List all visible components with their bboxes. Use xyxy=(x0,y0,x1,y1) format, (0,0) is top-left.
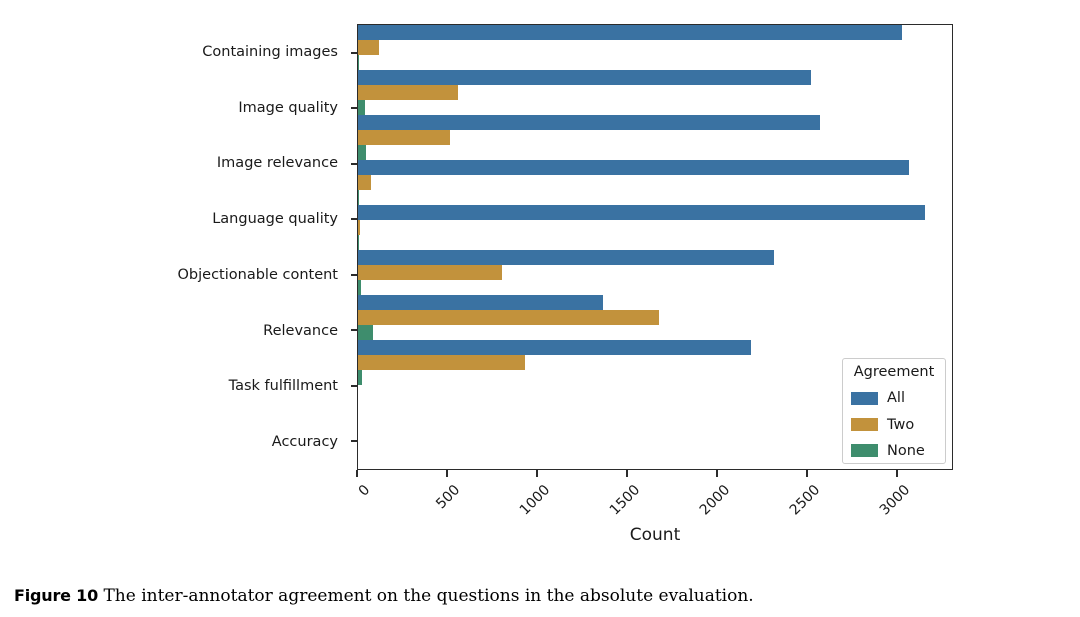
y-tick-mark-objectionable-content xyxy=(351,273,358,276)
y-label-accuracy: Accuracy xyxy=(271,434,338,451)
x-tick-mark-1000 xyxy=(536,470,539,477)
y-tick-mark-accuracy xyxy=(351,440,358,443)
y-label-image-quality: Image quality xyxy=(238,99,338,116)
bar-none-containing-images xyxy=(358,55,359,70)
y-tick-mark-relevance xyxy=(351,329,358,332)
bar-all-task-fulfillment xyxy=(358,295,603,310)
x-tick-label-1500: 1500 xyxy=(606,482,644,519)
bar-all-objectionable-content xyxy=(358,205,926,220)
bar-group-image-quality xyxy=(358,70,952,115)
bar-all-containing-images xyxy=(358,25,902,40)
x-tick-label-3000: 3000 xyxy=(876,482,914,519)
y-label-image-relevance: Image relevance xyxy=(216,155,338,172)
y-tick-mark-image-quality xyxy=(351,107,358,110)
bar-group-image-relevance xyxy=(358,115,952,160)
figure-caption-label: Figure 10 xyxy=(14,586,99,605)
x-tick-label-1000: 1000 xyxy=(516,482,554,519)
bar-two-objectionable-content xyxy=(358,220,360,235)
y-axis-labels: Containing images Image quality Image rele… xyxy=(0,24,347,470)
bar-all-image-relevance xyxy=(358,115,821,130)
x-axis: 0 500 1000 1500 2000 2500 3000 xyxy=(355,470,953,560)
bar-group-accuracy xyxy=(358,340,952,385)
bar-group-language-quality xyxy=(358,160,952,205)
bar-all-relevance xyxy=(358,250,775,265)
x-tick-mark-0 xyxy=(356,470,358,477)
bar-none-language-quality xyxy=(358,190,360,205)
y-tick-mark-task-fulfillment xyxy=(351,384,358,387)
x-tick-label-2000: 2000 xyxy=(696,482,734,519)
y-tick-mark-containing-images xyxy=(351,51,358,54)
figure-caption: Figure 10 The inter-annotator agreement … xyxy=(14,586,754,606)
bar-two-image-quality xyxy=(358,85,459,100)
figure-caption-text: The inter-annotator agreement on the que… xyxy=(98,586,754,606)
x-axis-title: Count xyxy=(629,525,681,545)
bar-group-containing-images xyxy=(358,25,952,70)
bar-all-image-quality xyxy=(358,70,812,85)
bar-all-language-quality xyxy=(358,160,909,175)
bar-none-image-relevance xyxy=(358,145,367,160)
y-tick-mark-language-quality xyxy=(351,218,358,221)
bar-two-task-fulfillment xyxy=(358,310,660,325)
x-tick-label-500: 500 xyxy=(433,482,464,513)
bar-two-language-quality xyxy=(358,175,372,190)
x-tick-mark-3000 xyxy=(896,470,899,477)
bar-none-relevance xyxy=(358,280,361,295)
bar-group-task-fulfillment xyxy=(358,295,952,340)
y-label-relevance: Relevance xyxy=(263,322,338,339)
bar-none-image-quality xyxy=(358,100,366,115)
y-tick-mark-image-relevance xyxy=(351,162,358,165)
y-label-objectionable-content: Objectionable content xyxy=(177,266,338,283)
x-tick-mark-500 xyxy=(446,470,449,477)
x-tick-label-0: 0 xyxy=(355,482,374,500)
bar-all-accuracy xyxy=(358,340,751,355)
bar-two-relevance xyxy=(358,265,502,280)
y-label-language-quality: Language quality xyxy=(212,211,338,228)
bar-none-accuracy xyxy=(358,370,362,385)
plot-area xyxy=(351,24,953,470)
bar-group-objectionable-content xyxy=(358,205,952,250)
x-tick-mark-1500 xyxy=(626,470,629,477)
bar-two-accuracy xyxy=(358,355,525,370)
bar-group-relevance xyxy=(358,250,952,295)
bar-two-image-relevance xyxy=(358,130,450,145)
x-tick-mark-2500 xyxy=(806,470,809,477)
y-label-task-fulfillment: Task fulfillment xyxy=(228,378,338,395)
y-label-containing-images: Containing images xyxy=(202,43,338,60)
bar-two-containing-images xyxy=(358,40,379,55)
bar-none-task-fulfillment xyxy=(358,325,374,340)
x-tick-label-2500: 2500 xyxy=(786,482,824,519)
x-tick-mark-2000 xyxy=(716,470,719,477)
